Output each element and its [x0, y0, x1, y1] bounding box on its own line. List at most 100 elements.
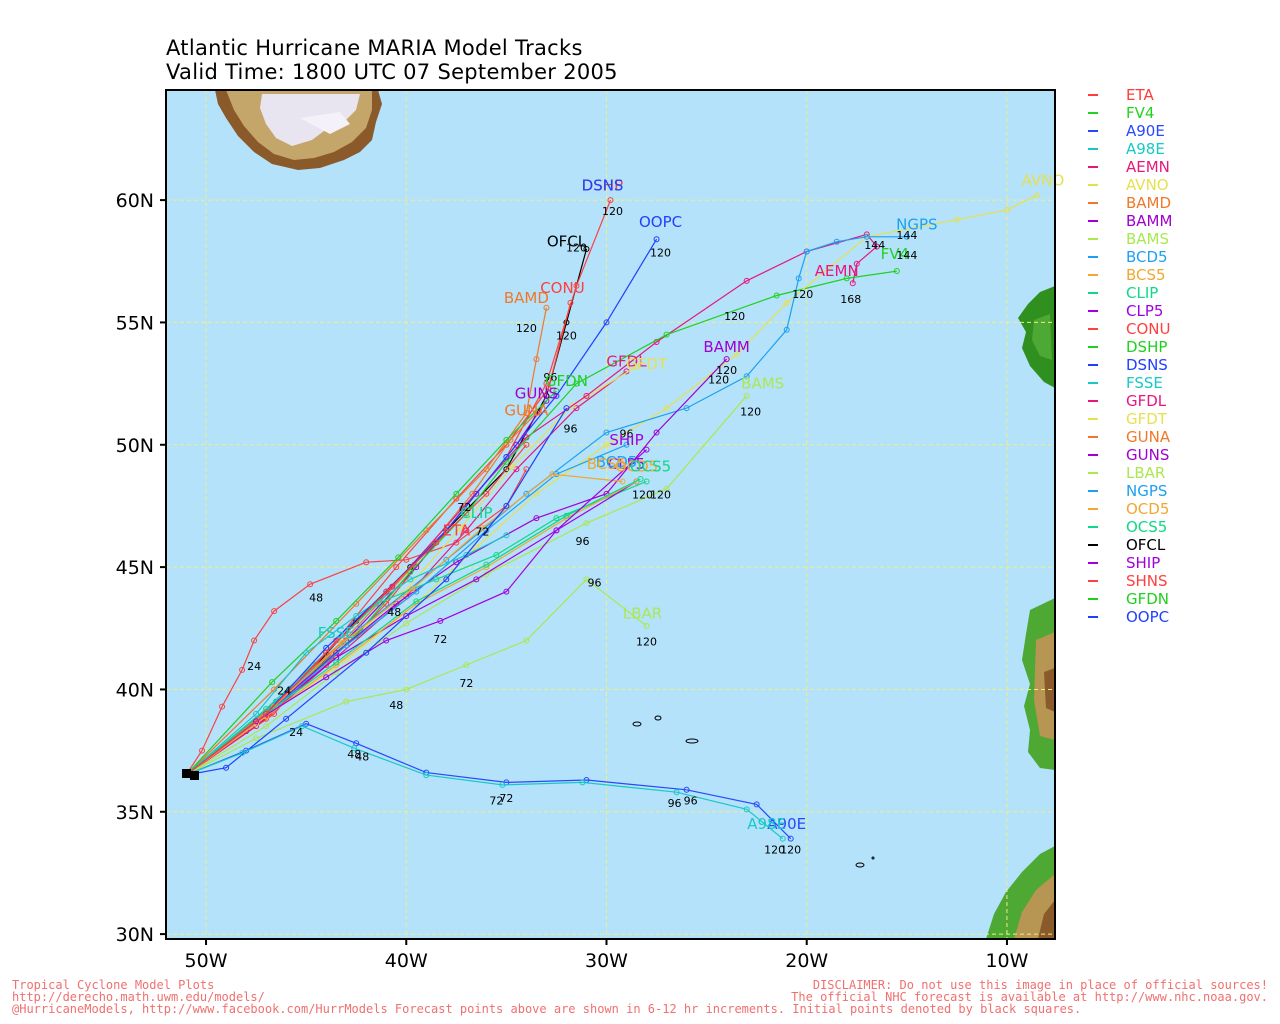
forecast-hour-label: 72 — [489, 794, 503, 807]
map-title: Atlantic Hurricane MARIA Model Tracks — [166, 36, 583, 60]
track-a98e — [185, 725, 784, 840]
forecast-point — [569, 402, 576, 409]
forecast-hour-label: 120 — [708, 374, 729, 387]
forecast-point — [783, 299, 790, 306]
forecast-point — [523, 441, 530, 448]
forecast-point — [533, 515, 540, 522]
legend-label: OCS5 — [1126, 518, 1168, 536]
forecast-point — [893, 268, 900, 275]
forecast-point — [479, 524, 486, 531]
forecast-point — [583, 520, 590, 527]
africa-landmass — [986, 846, 1055, 939]
forecast-point — [543, 304, 550, 311]
forecast-point — [343, 698, 350, 705]
legend-swatch — [1088, 526, 1098, 528]
legend-label: GUNA — [1126, 428, 1171, 446]
forecast-point — [523, 490, 530, 497]
legend-swatch — [1088, 472, 1098, 474]
legend-swatch — [1088, 238, 1098, 240]
legend-label: BAMD — [1126, 194, 1172, 212]
legend-label: ETA — [1126, 86, 1154, 104]
forecast-hour-label: 48 — [387, 606, 401, 619]
track-name-label: SHIP — [609, 431, 643, 449]
forecast-point — [457, 524, 464, 531]
legend-swatch — [1088, 346, 1098, 348]
forecast-point — [403, 556, 410, 563]
forecast-point — [743, 277, 750, 284]
forecast-point — [357, 625, 364, 632]
forecast-point — [323, 649, 330, 656]
forecast-hour-label: 24 — [247, 660, 261, 673]
forecast-point — [443, 576, 450, 583]
forecast-point — [583, 246, 590, 253]
axis-labels: 60N 55N 50N 45N 40N 35N 30N 50W 40W 30W 20W 10W — [116, 190, 1029, 972]
forecast-point — [743, 392, 750, 399]
valid-time: Valid Time: 1800 UTC 07 September 2005 — [166, 60, 618, 84]
forecast-point — [533, 490, 540, 497]
legend-swatch — [1088, 94, 1098, 96]
ireland-landmass — [1018, 286, 1055, 388]
legend-swatch — [1088, 562, 1098, 564]
track-name-label: A90E — [767, 815, 806, 833]
track-name-label: BCS5 — [587, 455, 627, 473]
legend-swatch — [1088, 490, 1098, 492]
forecast-point — [453, 490, 460, 497]
forecast-point — [483, 466, 490, 473]
forecast-point — [1033, 192, 1040, 199]
forecast-hour-label: 72 — [457, 501, 471, 514]
legend-swatch — [1088, 148, 1098, 150]
forecast-point — [603, 429, 610, 436]
forecast-point — [683, 405, 690, 412]
footer-url[interactable]: http://derecho.math.uwm.edu/models/ — [12, 990, 265, 1004]
forecast-point — [553, 527, 560, 534]
forecast-point — [795, 275, 802, 282]
legend-swatch — [1088, 418, 1098, 420]
forecast-point — [619, 478, 626, 485]
forecast-point — [503, 454, 510, 461]
forecast-point — [443, 556, 450, 563]
forecast-hour-label: 96 — [563, 423, 577, 436]
forecast-point — [463, 527, 470, 534]
ocean — [166, 90, 1055, 939]
legend-label: OFCL — [1126, 536, 1166, 554]
forecast-point — [251, 637, 258, 644]
forecast-point — [663, 331, 670, 338]
forecast-point — [1003, 206, 1010, 213]
legend-label: BCD5 — [1126, 248, 1168, 266]
forecast-point — [603, 441, 610, 448]
forecast-point — [863, 233, 870, 240]
forecast-point — [219, 703, 226, 710]
forecast-hour-label: 120 — [516, 322, 537, 335]
greenland-landmass — [215, 90, 382, 170]
lat-label: 55N — [116, 312, 154, 334]
track-name-label: A98E — [747, 815, 786, 833]
track-name-label: GFDT — [626, 355, 668, 373]
track-name-label: AVNO — [1022, 171, 1065, 189]
lon-label: 10W — [985, 950, 1028, 972]
forecast-point — [389, 583, 396, 590]
forecast-point — [333, 617, 340, 624]
forecast-point — [509, 463, 516, 470]
legend-swatch — [1088, 130, 1098, 132]
track-oopc — [185, 238, 658, 776]
forecast-point — [723, 356, 730, 363]
forecast-point — [583, 576, 590, 583]
forecast-point — [453, 539, 460, 546]
forecast-point — [307, 581, 314, 588]
forecast-hour-label: 48 — [355, 750, 369, 763]
map-frame — [165, 89, 1056, 940]
forecast-hour-label: 144 — [896, 249, 917, 262]
forecast-hour-label: 120 — [716, 364, 737, 377]
track-name-label: OOPC — [639, 213, 682, 231]
legend-label: GFDT — [1126, 410, 1167, 428]
forecast-point — [853, 260, 860, 267]
forecast-point — [299, 723, 306, 730]
legend-label: BAMS — [1126, 230, 1170, 248]
lat-label: 40N — [116, 679, 154, 701]
forecast-point — [563, 512, 570, 519]
forecast-point — [423, 527, 430, 534]
forecast-point — [403, 613, 410, 620]
forecast-point — [743, 806, 750, 813]
forecast-point — [543, 380, 550, 387]
